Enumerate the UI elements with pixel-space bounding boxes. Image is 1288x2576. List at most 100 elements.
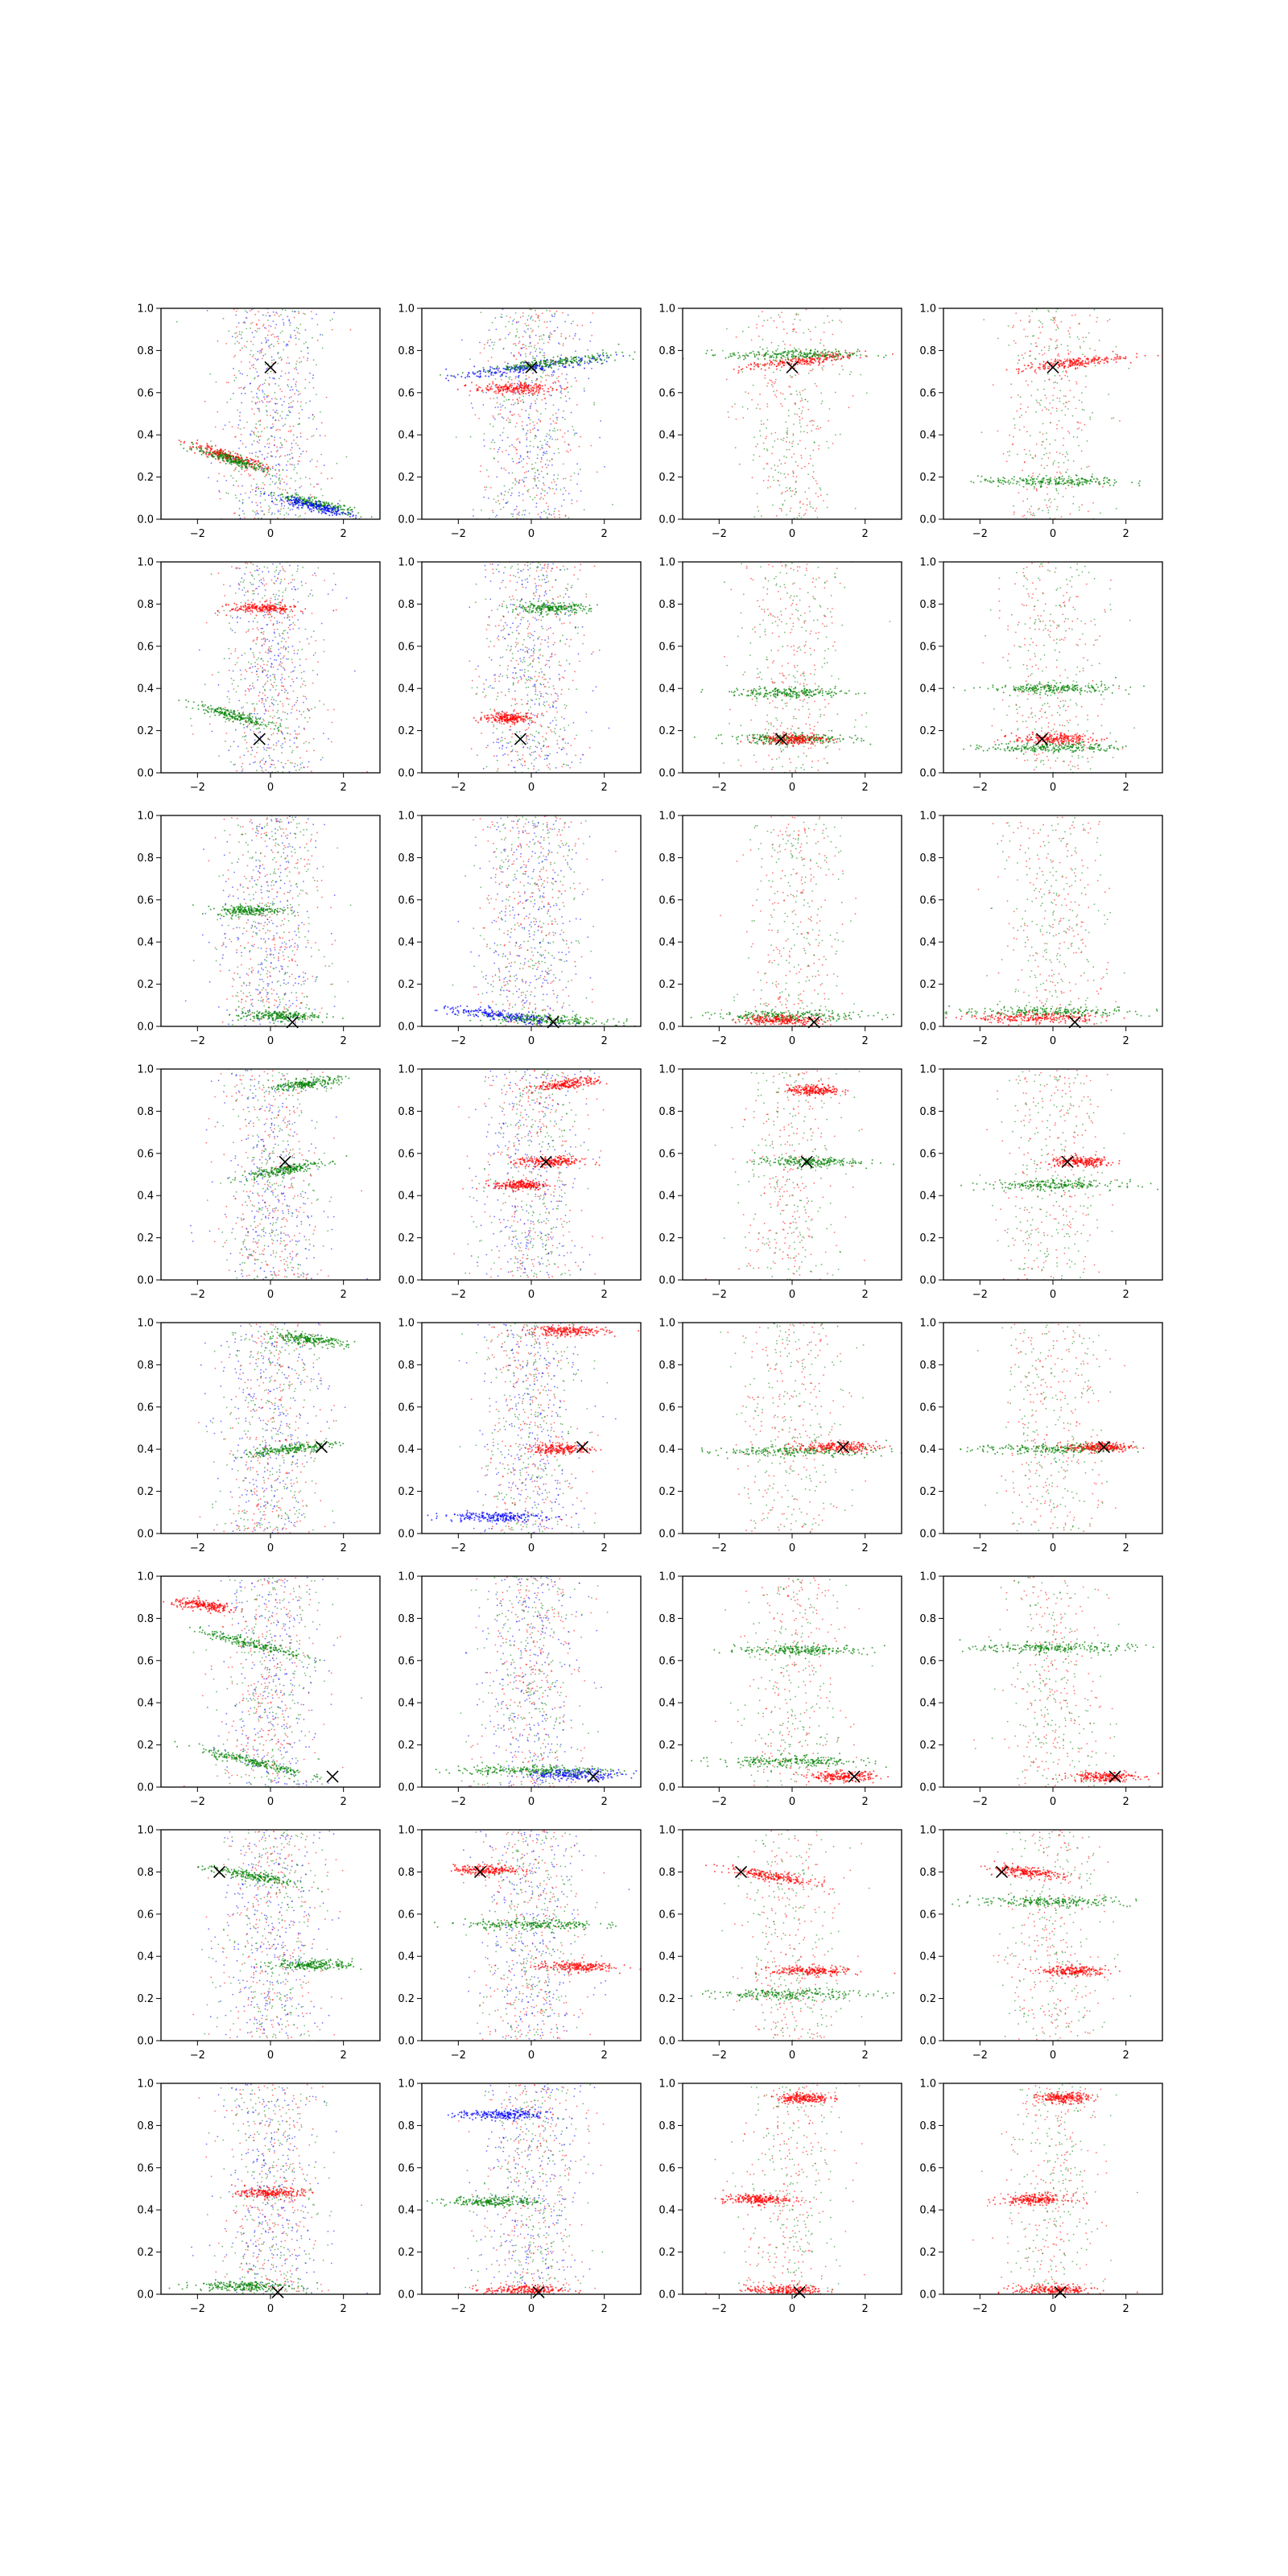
data-point [488,497,489,499]
data-point [1041,323,1043,325]
data-point [839,308,841,311]
data-point [1115,481,1117,483]
data-point [468,372,470,374]
data-point [1056,506,1059,508]
data-point [806,352,808,354]
data-point [784,359,786,361]
data-point [293,502,295,504]
data-point [510,384,512,386]
data-point [251,463,253,465]
data-point [823,365,824,367]
data-point [815,360,817,362]
data-point [1074,314,1076,316]
data-point [617,343,620,345]
data-point [224,453,226,456]
data-point [748,326,749,328]
data-point [481,510,482,511]
data-point [749,352,751,354]
data-point [525,355,527,357]
data-point [231,336,233,337]
data-point [997,485,1000,487]
data-point [304,378,307,381]
data-point [564,395,567,398]
data-point [483,347,485,349]
data-point [236,770,237,772]
data-point [492,510,493,512]
data-point [332,514,333,516]
data-point [351,509,353,511]
data-point [257,460,259,463]
data-point [848,352,851,354]
data-point [526,445,528,448]
data-point [316,497,318,499]
data-point [492,425,494,427]
data-point [299,393,301,394]
data-point [225,458,227,460]
data-point [460,375,463,378]
data-point [532,446,535,448]
data-point [733,354,736,357]
data-point [543,342,545,345]
data-point [547,341,549,344]
data-point [525,393,527,394]
data-point [773,390,775,393]
data-point [771,354,774,357]
data-point [529,423,531,425]
data-point [1022,369,1025,372]
data-point [295,480,296,482]
data-point [539,352,541,354]
data-point [1106,477,1108,479]
data-point [1079,482,1081,485]
data-point [779,363,782,365]
data-point [547,441,548,443]
data-point [539,338,541,341]
data-point [832,353,834,356]
data-point [226,460,229,462]
data-point [806,357,808,360]
data-point [1050,479,1052,481]
data-point [549,336,551,338]
data-point [826,353,828,356]
data-point [320,333,321,336]
data-point [277,336,279,337]
data-point [1063,479,1065,481]
data-point [737,369,740,372]
data-point [302,499,304,502]
data-point [217,456,219,458]
data-point [1049,338,1051,340]
data-point [1093,359,1096,361]
data-point [270,478,272,480]
data-point [568,391,569,393]
axes-frame [160,308,381,520]
data-point [534,435,536,437]
data-point [208,452,210,454]
data-point [311,436,313,438]
data-point [194,452,196,454]
data-point [291,442,293,444]
data-point [502,388,504,390]
data-point [1080,422,1081,424]
data-point [263,484,266,486]
data-point [1118,356,1121,358]
data-point [280,502,283,505]
data-point [1027,406,1029,408]
data-point [1034,456,1037,457]
data-point [473,509,474,511]
data-point [292,690,295,692]
data-point [545,436,547,437]
data-point [272,377,274,379]
data-point [222,460,225,462]
data-point [288,320,291,322]
data-point [787,415,790,417]
data-point [845,352,848,354]
data-point [474,414,477,416]
data-point [331,328,333,331]
data-point [246,328,248,330]
data-point [779,353,782,355]
data-point [499,403,502,405]
data-point [258,401,261,403]
data-point [738,365,741,368]
data-point [1129,361,1132,364]
data-point [510,386,513,389]
data-point [250,323,252,324]
